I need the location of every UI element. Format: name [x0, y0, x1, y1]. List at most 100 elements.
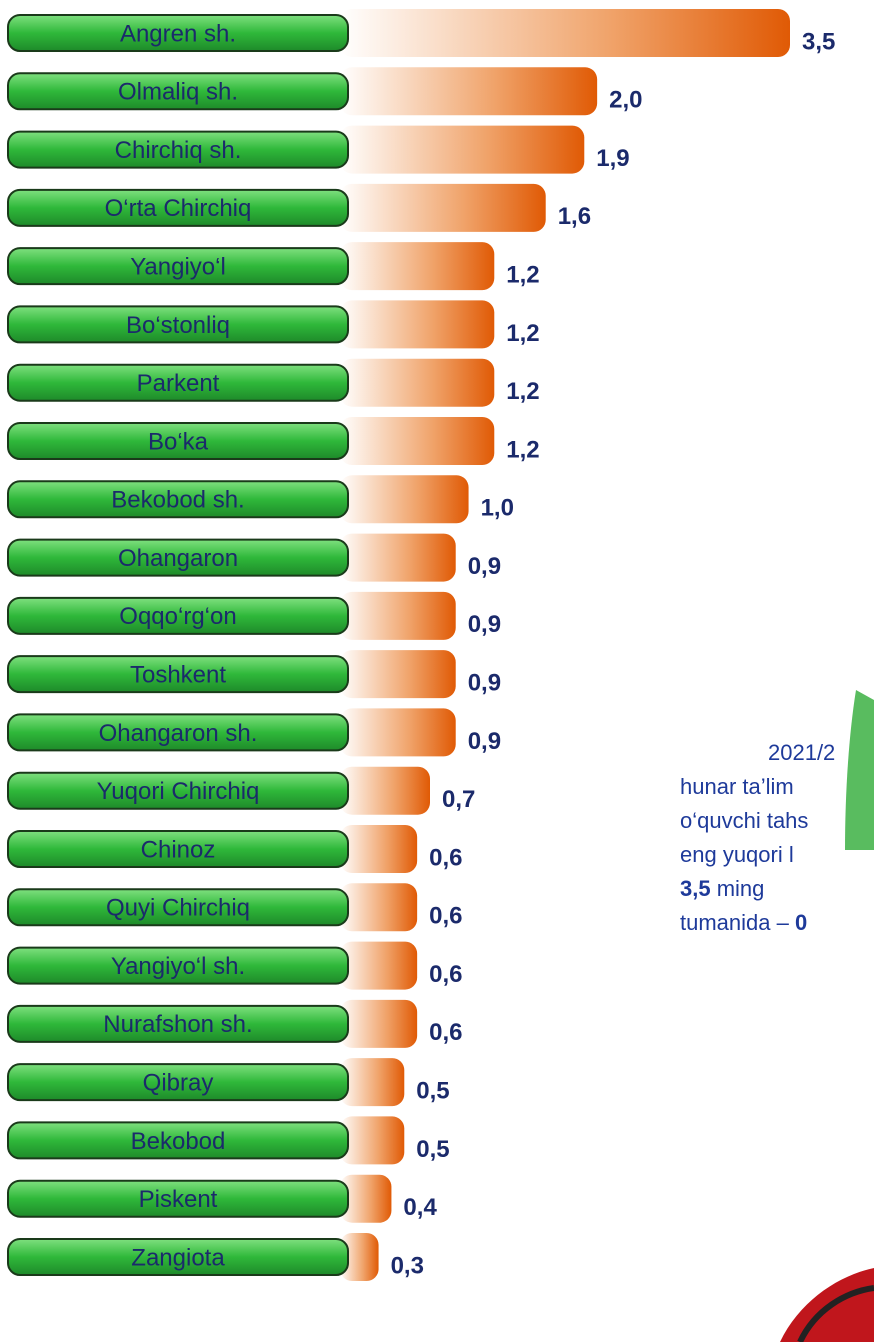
label-pill	[7, 830, 349, 868]
bar	[340, 67, 598, 116]
label-pill	[7, 130, 349, 169]
label-pill	[7, 888, 349, 927]
category-label: Yangiyo‘l	[130, 253, 226, 280]
category-label: O‘rta Chirchiq	[105, 195, 252, 222]
value-label: 1,2	[506, 436, 539, 463]
label-pill	[7, 14, 349, 52]
bar	[340, 358, 495, 407]
bar	[340, 1116, 405, 1165]
bar	[340, 999, 418, 1048]
bar	[340, 183, 546, 232]
label-pill	[7, 1004, 349, 1043]
category-label: Ohangaron	[118, 545, 238, 572]
arrow-decoration	[845, 690, 874, 850]
category-label: Chirchiq sh.	[115, 137, 242, 164]
category-label: Yangiyo‘l sh.	[111, 953, 245, 980]
value-label: 0,6	[429, 844, 462, 871]
bars: 3,5 2,0 1,9 1,6 1,2 1,2 1,2 1,2 1,0 0,9 0,9 0,9 0,9 0…	[340, 9, 835, 1281]
category-label: Olmaliq sh.	[118, 79, 238, 106]
value-label: 1,9	[596, 145, 629, 172]
category-label: Chinoz	[141, 836, 216, 863]
value-label: 0,9	[468, 611, 501, 638]
bar	[340, 766, 430, 815]
annotation-text: 2021/2	[768, 740, 835, 765]
label-pill	[7, 713, 349, 752]
label-pill	[7, 305, 349, 344]
annotation-text: o‘quvchi tahs	[680, 808, 808, 833]
value-label: 1,2	[506, 320, 539, 347]
bar	[340, 708, 456, 757]
value-label: 2,0	[609, 87, 642, 114]
bar	[340, 1233, 379, 1281]
bar	[340, 125, 585, 174]
annotation-text: ming	[711, 876, 765, 901]
annotation: 2021/2 hunar ta’lim o‘quvchi tahs eng yuqor…	[680, 740, 835, 935]
label-pill	[7, 480, 349, 519]
label-pill	[7, 1063, 349, 1102]
label-pill	[7, 72, 349, 111]
label-pill	[7, 655, 349, 694]
value-label: 0,5	[416, 1077, 449, 1104]
category-label: Toshkent	[130, 661, 226, 688]
value-label: 0,6	[429, 1019, 462, 1046]
category-label: Bekobod sh.	[111, 487, 244, 514]
label-pill	[7, 422, 349, 460]
bar	[340, 9, 790, 57]
annotation-text: 0	[795, 910, 807, 935]
category-label: Yuqori Chirchiq	[97, 778, 260, 805]
category-label: Bo‘ka	[148, 428, 209, 455]
value-label: 0,4	[403, 1194, 437, 1221]
annotation-text: eng yuqori l	[680, 842, 794, 867]
bar	[340, 1174, 392, 1223]
category-label: Qibray	[143, 1069, 214, 1096]
annotation-text: 3,5	[680, 876, 711, 901]
value-label: 1,2	[506, 378, 539, 405]
bar	[340, 883, 418, 932]
category-label: Nurafshon sh.	[103, 1011, 252, 1038]
value-label: 0,3	[391, 1252, 424, 1279]
bar	[340, 533, 456, 582]
category-label: Ohangaron sh.	[99, 720, 258, 747]
value-label: 1,0	[481, 495, 514, 522]
label-pill	[7, 1121, 349, 1160]
bar	[340, 475, 469, 524]
value-label: 0,6	[429, 903, 462, 930]
category-label: Angren sh.	[120, 20, 236, 47]
value-label: 0,7	[442, 786, 475, 813]
value-label: 0,9	[468, 669, 501, 696]
label-pill	[7, 188, 349, 227]
bar	[340, 825, 418, 873]
bar	[340, 591, 456, 640]
category-label: Oqqo‘rg‘on	[119, 603, 236, 630]
value-label: 0,5	[416, 1136, 449, 1163]
value-label: 1,2	[506, 261, 539, 288]
category-label: Bekobod	[131, 1128, 226, 1155]
category-label: Piskent	[139, 1186, 218, 1213]
label-pill	[7, 363, 349, 402]
label-pill	[7, 1179, 349, 1218]
value-label: 1,6	[558, 203, 591, 230]
swoosh-decoration	[797, 1285, 874, 1342]
labels: Angren sh. Olmaliq sh. Chirchiq sh. O‘rta C…	[7, 14, 349, 1276]
bar	[340, 417, 495, 465]
value-label: 0,9	[468, 553, 501, 580]
bar	[340, 300, 495, 349]
label-pill	[7, 596, 349, 635]
annotation-text: tumanida –	[680, 910, 795, 935]
value-label: 0,9	[468, 728, 501, 755]
bar	[340, 1058, 405, 1107]
value-label: 3,5	[802, 28, 835, 55]
label-pill	[7, 771, 349, 810]
category-label: Parkent	[137, 370, 220, 397]
category-label: Bo‘stonliq	[126, 312, 230, 339]
bar	[340, 650, 456, 699]
label-pill	[7, 1238, 349, 1276]
label-pill	[7, 247, 349, 286]
bar	[340, 242, 495, 291]
category-label: Zangiota	[131, 1244, 225, 1271]
label-pill	[7, 538, 349, 577]
bar	[340, 941, 418, 990]
category-label: Quyi Chirchiq	[106, 895, 250, 922]
label-pill	[7, 946, 349, 985]
